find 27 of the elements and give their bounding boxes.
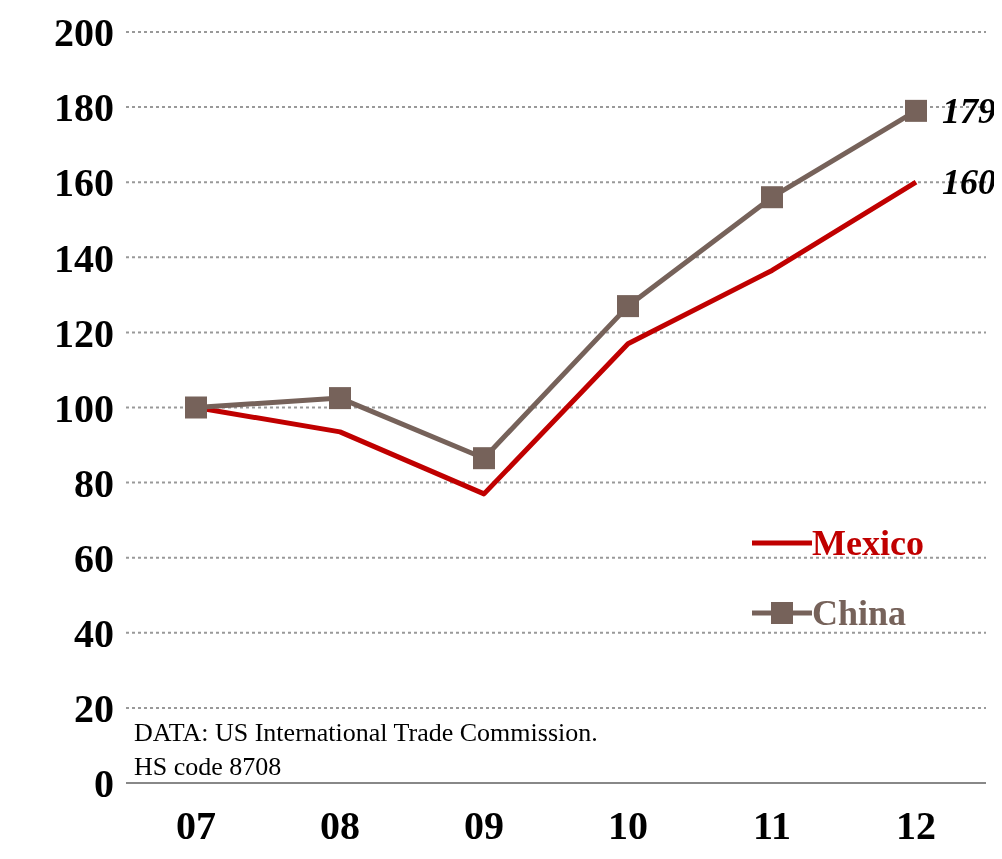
y-tick-label: 180 [54, 85, 114, 131]
point [473, 447, 495, 470]
point [761, 186, 783, 209]
legend-label: Mexico [812, 522, 924, 564]
point [329, 387, 351, 410]
point [905, 99, 927, 122]
annotation: HS code 8708 [134, 751, 283, 783]
x-tick-label: 10 [608, 803, 648, 849]
point [617, 295, 639, 318]
x-tick-label: 09 [464, 803, 504, 849]
x-tick-label: 12 [896, 803, 936, 849]
x-tick-label: 08 [320, 803, 360, 849]
x-tick-label: 07 [176, 803, 216, 849]
point [185, 396, 207, 419]
legend-label: China [812, 592, 907, 634]
y-tick-label: 160 [54, 160, 114, 206]
y-tick-label: 120 [54, 310, 114, 356]
y-tick-label: 0 [94, 761, 114, 807]
y-tick-label: 200 [54, 10, 114, 56]
y-tick-label: 20 [74, 686, 114, 732]
y-tick-label: 100 [54, 385, 114, 431]
y-tick-label: 40 [74, 611, 114, 656]
y-tick-label: 80 [74, 460, 114, 506]
y-tick-label: 60 [74, 535, 114, 581]
annotation: DATA: US International Trade Commission. [134, 717, 598, 749]
y-tick-label: 140 [54, 235, 114, 281]
x-tick-label: 11 [753, 803, 791, 849]
